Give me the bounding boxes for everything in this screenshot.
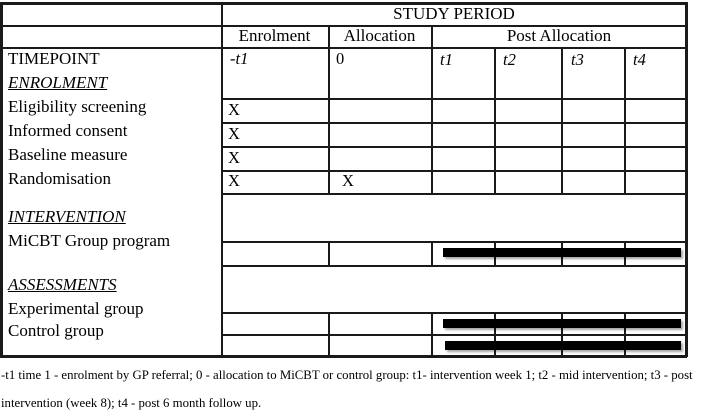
mark-informed-consent-enrolment: X xyxy=(228,124,240,143)
grid-line-horizontal xyxy=(221,122,687,124)
timepoint-0: 0 xyxy=(336,49,345,68)
table-border-left xyxy=(0,2,3,357)
micbt-program-timeline-bar xyxy=(443,248,681,257)
footnote-line-2: intervention (week 8); t4 - post 6 month… xyxy=(1,396,262,410)
grid-line-horizontal xyxy=(221,334,687,336)
control-group-timeline-bar xyxy=(445,341,681,350)
grid-line-vertical xyxy=(624,47,626,194)
timepoint-row-label: TIMEPOINT xyxy=(8,49,100,68)
grid-line-horizontal xyxy=(221,193,687,195)
footnote-line-1: -t1 time 1 - enrolment by GP referral; 0… xyxy=(1,368,693,382)
grid-line-horizontal xyxy=(0,47,687,49)
grid-line-vertical xyxy=(561,47,563,194)
row-label-informed-consent: Informed consent xyxy=(8,121,128,140)
experimental-group-timeline-bar xyxy=(443,319,681,328)
timepoint-t1: t1 xyxy=(440,50,453,69)
grid-line-horizontal xyxy=(221,265,687,267)
row-label-eligibility-screening: Eligibility screening xyxy=(8,97,147,116)
grid-line-horizontal xyxy=(221,98,687,100)
allocation-column-header: Allocation xyxy=(343,26,416,45)
timepoint-t3: t3 xyxy=(571,50,584,69)
grid-line-horizontal xyxy=(221,170,687,172)
grid-line-vertical xyxy=(328,25,330,194)
row-label-baseline-measure: Baseline measure xyxy=(8,145,128,164)
grid-line-horizontal xyxy=(221,241,687,243)
grid-line-vertical xyxy=(431,241,433,265)
study-period-header: STUDY PERIOD xyxy=(393,4,515,23)
section-heading-intervention: INTERVENTION xyxy=(8,207,126,226)
row-label-micbt-group-program: MiCBT Group program xyxy=(8,231,171,250)
mark-randomisation-enrolment: X xyxy=(228,171,240,190)
grid-line-horizontal xyxy=(0,25,687,27)
row-label-control-group: Control group xyxy=(8,321,104,340)
timepoint-t4: t4 xyxy=(633,50,646,69)
row-label-experimental-group: Experimental group xyxy=(8,299,144,318)
grid-line-horizontal xyxy=(221,146,687,148)
mark-eligibility-enrolment: X xyxy=(228,100,240,119)
section-heading-assessments: ASSESSMENTS xyxy=(8,275,117,294)
row-label-randomisation: Randomisation xyxy=(8,169,111,188)
mark-randomisation-allocation: X xyxy=(342,171,354,190)
grid-line-vertical xyxy=(328,241,330,265)
table-border-right xyxy=(685,2,688,357)
grid-line-vertical xyxy=(221,2,223,357)
section-heading-enrolment: ENROLMENT xyxy=(8,73,108,92)
timepoint-minus-t1: -t1 xyxy=(230,49,249,68)
table-border-bottom xyxy=(0,355,687,358)
grid-line-horizontal xyxy=(221,312,687,314)
post-allocation-column-header: Post Allocation xyxy=(506,26,612,45)
enrolment-column-header: Enrolment xyxy=(238,26,311,45)
grid-line-vertical xyxy=(431,25,433,194)
timepoint-t2: t2 xyxy=(503,50,516,69)
grid-line-vertical xyxy=(494,47,496,194)
table-border-top xyxy=(0,2,687,5)
mark-baseline-measure-enrolment: X xyxy=(228,148,240,167)
